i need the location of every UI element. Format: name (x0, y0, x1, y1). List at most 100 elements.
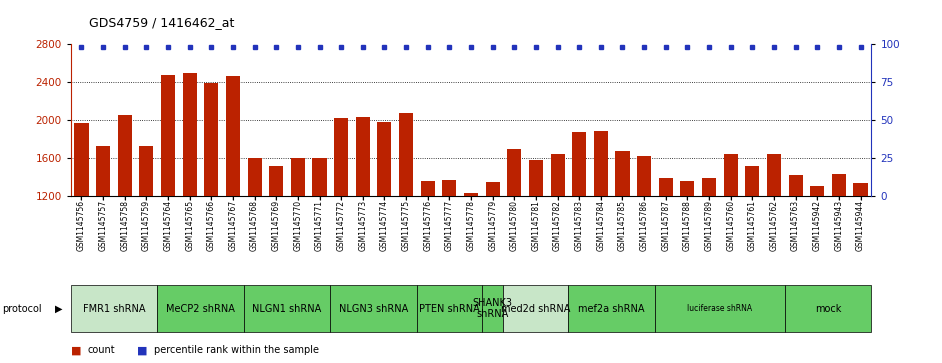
Bar (507, 149, 521, 310)
Text: GSM1145764: GSM1145764 (164, 200, 172, 251)
Bar (331, 285, 417, 332)
Text: GSM1145772: GSM1145772 (336, 200, 346, 251)
Text: mef2a shRNA: mef2a shRNA (578, 303, 645, 314)
Text: luciferase shRNA: luciferase shRNA (688, 304, 753, 313)
Bar (421, 181, 435, 310)
Text: GSM1145786: GSM1145786 (640, 200, 649, 251)
Text: FMR1 shRNA: FMR1 shRNA (83, 303, 145, 314)
Text: GSM1145766: GSM1145766 (207, 200, 216, 251)
Text: GDS4759 / 1416462_at: GDS4759 / 1416462_at (89, 16, 235, 29)
Text: ▶: ▶ (55, 303, 62, 314)
Bar (637, 156, 651, 310)
Bar (399, 113, 414, 310)
Text: GSM1145768: GSM1145768 (250, 200, 259, 251)
Text: ■: ■ (71, 346, 81, 356)
Bar (723, 154, 738, 310)
Bar (157, 285, 244, 332)
Bar (118, 115, 132, 310)
Text: GSM1145773: GSM1145773 (358, 200, 367, 251)
Bar (74, 123, 89, 310)
Bar (71, 285, 157, 332)
Text: GSM1145775: GSM1145775 (401, 200, 411, 251)
Bar (204, 83, 219, 310)
Bar (745, 167, 759, 310)
Bar (248, 158, 262, 310)
Text: percentile rank within the sample: percentile rank within the sample (154, 345, 318, 355)
Bar (356, 117, 370, 310)
Bar (464, 193, 478, 310)
Bar (680, 181, 694, 310)
Text: GSM1145756: GSM1145756 (77, 200, 86, 251)
Text: GSM1145778: GSM1145778 (466, 200, 476, 251)
Text: GSM1145767: GSM1145767 (229, 200, 237, 251)
Text: SHANK3
shRNA: SHANK3 shRNA (473, 298, 512, 319)
Bar (481, 285, 503, 332)
Bar (832, 174, 846, 310)
Bar (853, 183, 868, 310)
Bar (528, 160, 543, 310)
Text: GSM1145765: GSM1145765 (186, 200, 194, 251)
Bar (183, 73, 197, 310)
Bar (139, 147, 154, 310)
Bar (226, 76, 240, 310)
Text: GSM1145781: GSM1145781 (531, 200, 541, 251)
Text: GSM1145942: GSM1145942 (813, 200, 821, 251)
Bar (788, 175, 803, 310)
Text: GSM1145787: GSM1145787 (661, 200, 671, 251)
Bar (269, 167, 284, 310)
Text: GSM1145788: GSM1145788 (683, 200, 692, 251)
Bar (658, 178, 673, 310)
Text: GSM1145762: GSM1145762 (770, 200, 778, 251)
Bar (244, 285, 331, 332)
Text: ■: ■ (137, 346, 147, 356)
Bar (702, 178, 716, 310)
Bar (593, 131, 608, 310)
Text: GSM1145760: GSM1145760 (726, 200, 735, 251)
Bar (655, 285, 785, 332)
Bar (378, 122, 392, 310)
Bar (291, 158, 305, 310)
Text: GSM1145769: GSM1145769 (271, 200, 281, 251)
Text: GSM1145758: GSM1145758 (121, 200, 129, 251)
Text: GSM1145774: GSM1145774 (380, 200, 389, 251)
Bar (785, 285, 871, 332)
Bar (443, 180, 456, 310)
Text: protocol: protocol (2, 303, 41, 314)
Text: GSM1145783: GSM1145783 (575, 200, 584, 251)
Text: NLGN1 shRNA: NLGN1 shRNA (252, 303, 321, 314)
Bar (615, 151, 629, 310)
Text: NLGN3 shRNA: NLGN3 shRNA (339, 303, 408, 314)
Text: GSM1145944: GSM1145944 (856, 200, 865, 251)
Text: GSM1145777: GSM1145777 (445, 200, 454, 251)
Text: med2d shRNA: med2d shRNA (501, 303, 571, 314)
Text: GSM1145785: GSM1145785 (618, 200, 627, 251)
Text: GSM1145776: GSM1145776 (423, 200, 432, 251)
Text: count: count (88, 345, 115, 355)
Bar (417, 285, 481, 332)
Bar (568, 285, 655, 332)
Text: PTEN shRNA: PTEN shRNA (419, 303, 479, 314)
Text: GSM1145761: GSM1145761 (748, 200, 756, 251)
Bar (572, 132, 586, 310)
Text: GSM1145780: GSM1145780 (510, 200, 519, 251)
Text: GSM1145789: GSM1145789 (705, 200, 713, 251)
Text: mock: mock (815, 303, 841, 314)
Text: GSM1145770: GSM1145770 (293, 200, 302, 251)
Bar (486, 182, 499, 310)
Bar (767, 154, 781, 310)
Text: GSM1145779: GSM1145779 (488, 200, 497, 251)
Text: GSM1145782: GSM1145782 (553, 200, 562, 251)
Bar (161, 75, 175, 310)
Text: GSM1145943: GSM1145943 (835, 200, 843, 251)
Text: MeCP2 shRNA: MeCP2 shRNA (166, 303, 235, 314)
Text: GSM1145784: GSM1145784 (596, 200, 606, 251)
Bar (96, 147, 110, 310)
Text: GSM1145771: GSM1145771 (315, 200, 324, 251)
Text: GSM1145757: GSM1145757 (99, 200, 107, 251)
Bar (313, 158, 327, 310)
Text: GSM1145763: GSM1145763 (791, 200, 800, 251)
Bar (810, 185, 824, 310)
Bar (550, 154, 564, 310)
Text: GSM1145759: GSM1145759 (142, 200, 151, 251)
Bar (503, 285, 568, 332)
